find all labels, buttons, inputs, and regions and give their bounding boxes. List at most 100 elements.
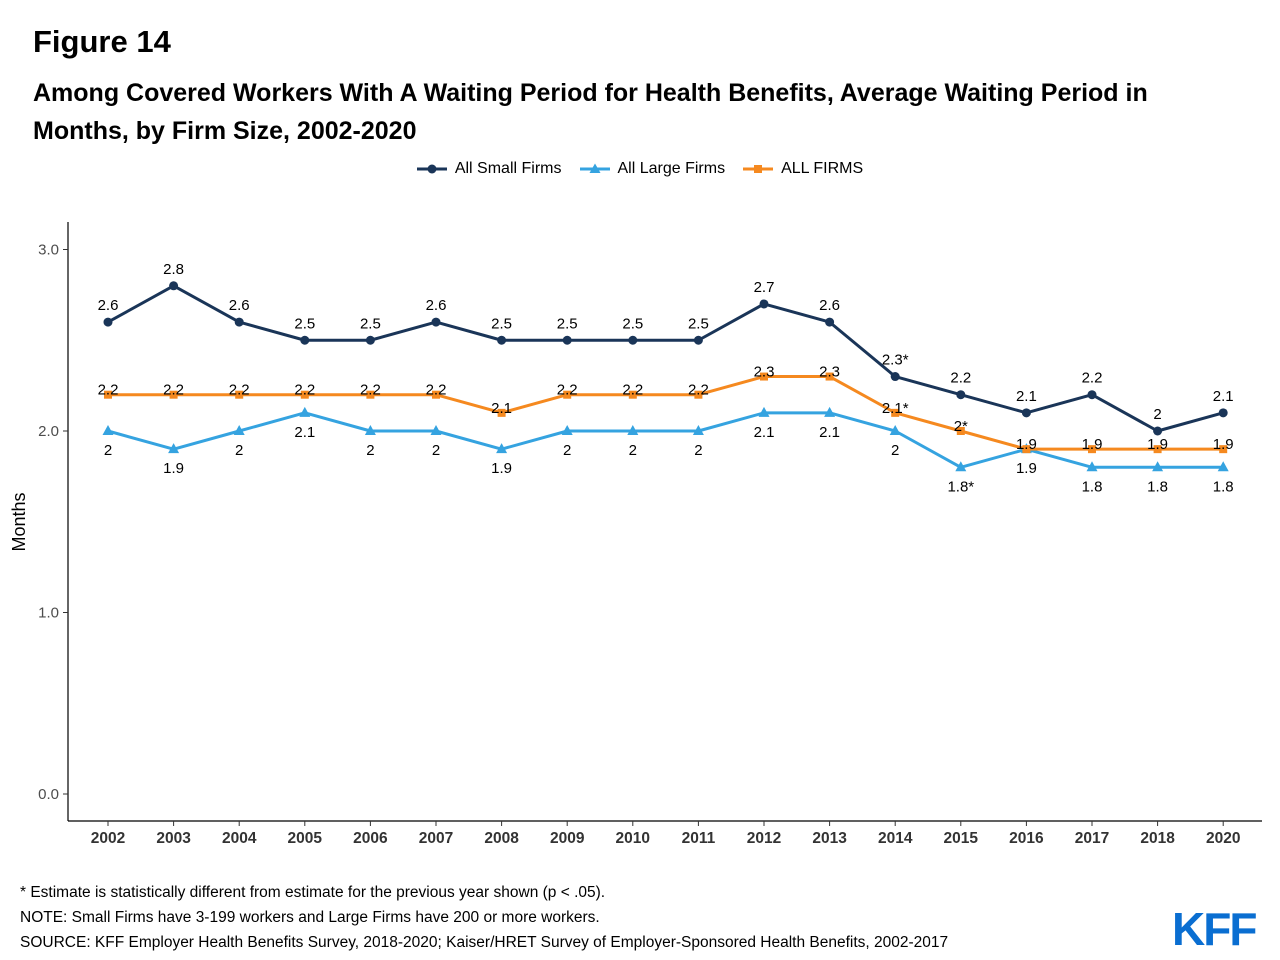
data-label: 2	[694, 442, 702, 459]
data-label: 1.8	[1147, 478, 1168, 495]
data-label: 2.2	[950, 370, 971, 387]
data-point-marker	[891, 408, 900, 417]
data-point-marker	[496, 443, 508, 454]
data-point-marker	[168, 443, 180, 454]
data-point-marker	[628, 335, 638, 345]
data-point-marker	[890, 372, 900, 382]
data-point-marker	[889, 425, 901, 435]
data-label: 2.2	[1082, 370, 1103, 387]
data-point-marker	[169, 390, 178, 399]
legend-label: ALL FIRMS	[781, 160, 864, 177]
data-label: 1.9	[1016, 436, 1037, 453]
x-tick-label: 2010	[616, 830, 650, 847]
data-label: 2.2	[98, 382, 119, 399]
data-label: 2*	[954, 418, 968, 435]
data-label: 2.8	[163, 261, 184, 278]
x-tick-label: 2017	[1075, 830, 1109, 847]
data-point-marker	[300, 390, 309, 399]
data-label: 2	[366, 442, 374, 459]
x-tick-label: 2006	[353, 830, 388, 847]
data-point-marker	[694, 390, 703, 399]
data-label: 1.9	[1213, 436, 1234, 453]
data-label: 2	[891, 442, 899, 459]
chart-legend: All Small Firms All Large Firms ALL FIRM…	[0, 160, 1280, 178]
data-point-marker	[628, 390, 637, 399]
series-line-all-large-firms	[107, 411, 1224, 469]
legend-item-small-firms: All Small Firms	[416, 160, 562, 178]
x-tick-label: 2007	[419, 830, 453, 847]
data-point-marker	[825, 372, 834, 381]
legend-item-all-firms: ALL FIRMS	[743, 160, 863, 178]
data-point-marker	[299, 406, 311, 417]
data-label: 2	[563, 442, 571, 459]
data-label: 2	[432, 442, 440, 459]
data-label: 2.2	[426, 382, 447, 399]
data-label: 2.6	[426, 297, 447, 314]
data-label: 2.2	[229, 382, 250, 399]
data-label: 2.2	[294, 382, 315, 399]
x-tick-label: 2008	[484, 830, 519, 847]
data-point-marker	[563, 390, 572, 399]
data-point-marker	[692, 425, 704, 435]
data-label: 2.1	[294, 424, 315, 441]
legend-marker-triangle-icon	[579, 163, 610, 173]
data-point-marker	[1022, 445, 1031, 454]
x-tick-label: 2009	[550, 830, 585, 847]
x-tick-label: 2012	[747, 830, 781, 847]
data-point-marker	[1218, 408, 1228, 418]
data-point-marker	[234, 317, 244, 327]
data-label: 2.3*	[882, 352, 909, 369]
data-label: 2.2	[360, 382, 381, 399]
data-label: 2	[629, 442, 637, 459]
data-label: 2.6	[819, 297, 840, 314]
data-point-marker	[497, 408, 506, 417]
data-label: 2.2	[622, 382, 643, 399]
x-tick-label: 2005	[288, 830, 323, 847]
series-line-all-small-firms	[107, 284, 1224, 433]
kff-logo: KFF	[1172, 903, 1257, 955]
data-label: 1.9	[1016, 460, 1037, 477]
data-point-marker	[169, 281, 179, 291]
data-label: 1.9	[163, 460, 184, 477]
data-point-marker	[956, 390, 966, 400]
x-tick-label: 2018	[1140, 830, 1175, 847]
y-tick-label: 3.0	[38, 242, 59, 259]
data-label: 2.6	[229, 297, 250, 314]
data-point-marker	[1086, 461, 1098, 472]
data-point-marker	[430, 425, 442, 435]
data-point-marker	[759, 299, 769, 309]
footnote-note: NOTE: Small Firms have 3-199 workers and…	[20, 909, 600, 926]
data-label: 1.9	[491, 460, 512, 477]
data-point-marker	[366, 390, 375, 399]
data-point-marker	[365, 335, 375, 345]
data-point-marker	[955, 461, 967, 472]
data-point-marker	[300, 335, 310, 345]
data-label: 1.8*	[947, 478, 974, 495]
data-point-marker	[1217, 461, 1229, 472]
legend-label: All Small Firms	[454, 160, 562, 177]
data-point-marker	[561, 425, 573, 435]
data-label: 2.2	[688, 382, 709, 399]
footnote-asterisk: * Estimate is statistically different fr…	[20, 884, 606, 901]
data-label: 2.5	[294, 315, 315, 332]
data-label: 2.5	[360, 315, 381, 332]
data-label: 2.3	[754, 364, 775, 381]
data-label: 2.6	[98, 297, 119, 314]
data-point-marker	[235, 390, 244, 399]
data-label: 1.9	[1082, 436, 1103, 453]
data-label: 2.1	[1016, 388, 1037, 405]
x-tick-label: 2004	[222, 830, 257, 847]
data-label: 1.9	[1147, 436, 1168, 453]
legend-item-large-firms: All Large Firms	[579, 160, 725, 178]
data-point-marker	[1219, 445, 1228, 454]
data-point-marker	[103, 317, 113, 327]
data-point-marker	[233, 425, 245, 435]
x-tick-label: 2020	[1206, 830, 1240, 847]
data-point-marker	[760, 372, 768, 381]
data-label: 2.5	[557, 315, 578, 332]
data-point-marker	[824, 406, 836, 417]
data-point-marker	[627, 425, 639, 435]
data-label: 2.1	[754, 424, 775, 441]
data-label: 2	[1153, 406, 1161, 423]
data-point-marker	[956, 427, 965, 435]
